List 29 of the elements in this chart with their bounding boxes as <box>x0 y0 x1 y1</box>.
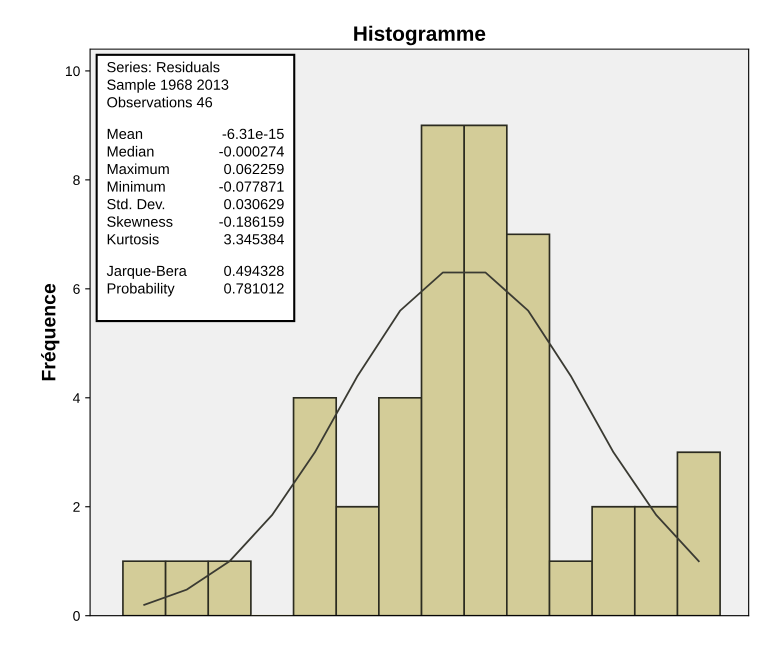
annotation: Kurtosis <box>108 234 159 244</box>
annotation: 0.030629 <box>224 198 284 210</box>
annotation: Probability <box>108 282 175 296</box>
annotation: 0.062259 <box>224 164 284 174</box>
y-tick-label: 0 <box>73 611 80 621</box>
annotation: Observations 46 <box>107 96 212 108</box>
annotation: Sample 1968 2013 <box>107 79 228 93</box>
annotation: -0.186159 <box>219 216 284 227</box>
chart-title: Histogramme <box>354 26 486 46</box>
y-tick-label: 10 <box>66 66 80 76</box>
annotation: 3.345384 <box>224 234 284 244</box>
annotation: Skewness <box>107 216 172 227</box>
y-tick-label: 6 <box>73 284 80 294</box>
annotation: Minimum <box>108 181 165 192</box>
annotation: Jarque-Bera <box>106 266 187 279</box>
y-tick-label: 2 <box>73 502 80 512</box>
annotation: 0.781012 <box>224 283 284 294</box>
annotation: Median <box>108 146 154 157</box>
annotation: Series: Residuals <box>107 62 220 72</box>
y-axis-title: Fréquence <box>41 284 60 380</box>
annotation: Std. Dev. <box>107 198 164 210</box>
annotation: 0.494328 <box>224 266 284 276</box>
annotation: -0.077871 <box>219 181 284 192</box>
annotation: Mean <box>108 128 142 140</box>
y-tick-label: 8 <box>73 175 80 186</box>
annotation: -0.000274 <box>219 146 284 157</box>
annotation: Maximum <box>108 163 169 174</box>
annotation: -6.31e-15 <box>222 128 284 140</box>
y-tick-label: 4 <box>72 393 80 403</box>
